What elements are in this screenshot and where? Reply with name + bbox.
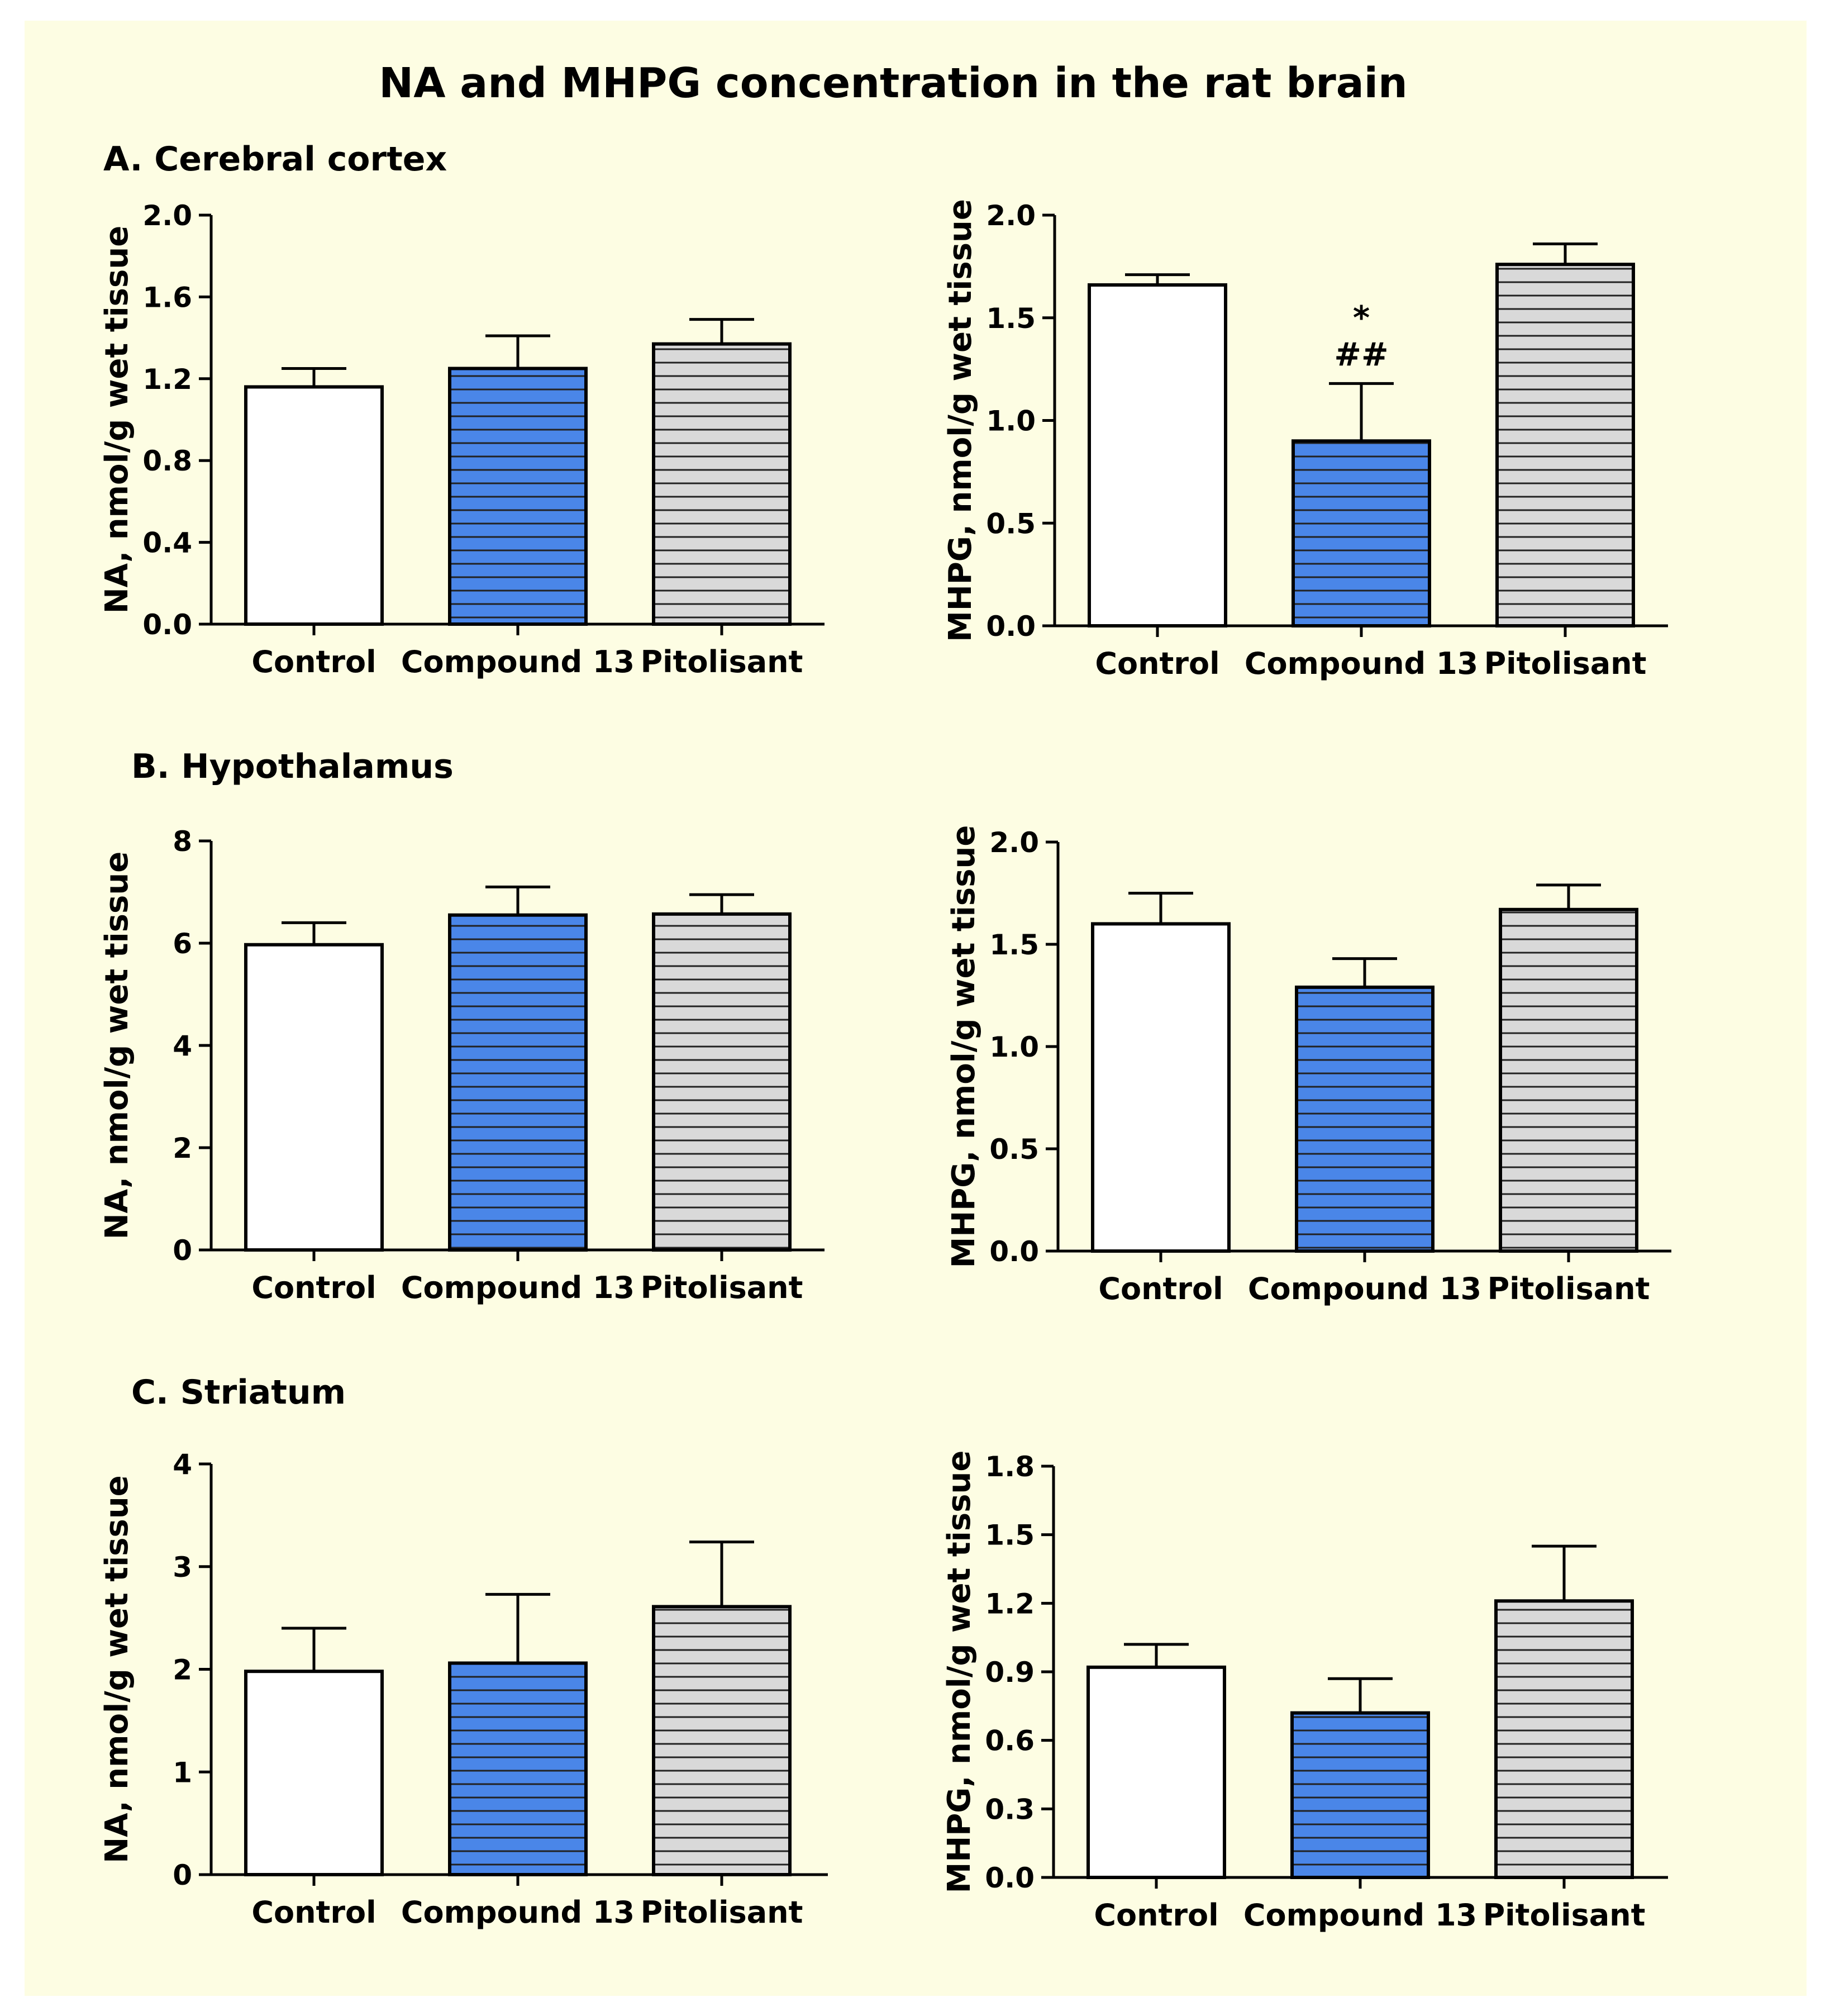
bar-stripes xyxy=(1497,264,1633,626)
bar-stripes xyxy=(654,1606,790,1875)
y-tick-label: 0.5 xyxy=(989,1133,1039,1166)
y-tick-label: 4 xyxy=(173,1448,192,1481)
y-tick-label: 2 xyxy=(173,1132,192,1164)
y-tick-label: 1.0 xyxy=(989,1031,1039,1063)
y-tick-label: 0 xyxy=(173,1859,192,1891)
y-tick-label: 0.6 xyxy=(985,1725,1035,1757)
bar-1 xyxy=(1089,284,1226,626)
bar-stripes xyxy=(654,914,790,1250)
y-tick-label: 2 xyxy=(173,1654,192,1686)
x-tick-label: Control xyxy=(251,1895,376,1930)
bar-1 xyxy=(246,944,382,1250)
y-axis-title: NA, nmol/g wet tissue xyxy=(99,852,135,1239)
x-tick-label: Control xyxy=(251,644,376,679)
significance-marker: * xyxy=(1353,298,1370,336)
x-tick-label: Compound 13 xyxy=(401,1270,635,1305)
y-tick-label: 6 xyxy=(173,928,192,960)
y-tick-label: 0.0 xyxy=(142,608,192,641)
y-tick-label: 3 xyxy=(173,1551,192,1584)
y-tick-label: 0.0 xyxy=(986,610,1036,643)
y-tick-label: 0.0 xyxy=(989,1235,1039,1268)
figure-svg: NA and MHPG concentration in the rat bra… xyxy=(99,59,1671,1933)
chart-3: 0 2 4 6 8 NA, nmol/g wet tissue Control Compoun… xyxy=(99,825,825,1305)
bar-stripes xyxy=(450,915,586,1250)
x-tick-label: Compound 13 xyxy=(1248,1271,1481,1306)
y-tick-label: 2.0 xyxy=(142,199,192,232)
x-tick-label: Control xyxy=(1098,1271,1223,1306)
y-axis-title: NA, nmol/g wet tissue xyxy=(99,226,135,614)
y-tick-label: 1.5 xyxy=(989,929,1039,961)
y-tick-label: 0.9 xyxy=(985,1656,1035,1689)
x-tick-label: Pitolisant xyxy=(1488,1271,1650,1306)
y-tick-label: 4 xyxy=(173,1030,192,1062)
bar-1 xyxy=(1093,924,1229,1251)
x-tick-label: Pitolisant xyxy=(641,1270,803,1305)
y-tick-label: 0.0 xyxy=(985,1862,1035,1894)
bar-stripes xyxy=(1496,1601,1632,1877)
charts-group: 0.00.40.81.21.62.0NA, nmol/g wet tissueC… xyxy=(99,199,1671,1933)
chart-1: 0.0 0.4 0.8 1.2 1.6 2.0NA, nmol/g wet tissue C… xyxy=(99,199,825,679)
y-tick-label: 1.0 xyxy=(986,405,1036,438)
bar-1 xyxy=(246,387,382,624)
section-label-b: B. Hypothalamus xyxy=(131,747,454,786)
significance-marker: ## xyxy=(1334,335,1388,373)
x-tick-label: Pitolisant xyxy=(641,644,803,679)
x-tick-label: Control xyxy=(1094,1898,1218,1933)
section-label-a: A. Cerebral cortex xyxy=(103,140,447,179)
x-tick-label: Control xyxy=(251,1270,376,1305)
bar-stripes xyxy=(450,1663,586,1875)
x-tick-label: Compound 13 xyxy=(401,644,635,679)
bar-stripes xyxy=(450,368,586,624)
y-axis-title: NA, nmol/g wet tissue xyxy=(99,1475,135,1863)
y-axis-title: MHPG, nmol/g wet tissue xyxy=(941,1451,978,1894)
chart-5: 0 1 2 3 4 NA, nmol/g wet tissue Control Compoun… xyxy=(99,1448,828,1930)
y-tick-label: 0.4 xyxy=(142,527,192,559)
y-tick-label: 2.0 xyxy=(989,826,1039,859)
y-tick-label: 0.3 xyxy=(985,1793,1035,1825)
bar-stripes xyxy=(1293,441,1429,626)
x-tick-label: Compound 13 xyxy=(1243,1898,1477,1933)
y-tick-label: 1 xyxy=(173,1756,192,1789)
x-tick-label: Pitolisant xyxy=(1484,646,1647,681)
bar-1 xyxy=(1088,1667,1224,1877)
bar-1 xyxy=(246,1671,382,1875)
bar-stripes xyxy=(1500,909,1637,1251)
x-tick-label: Compound 13 xyxy=(1245,646,1478,681)
y-axis-title: MHPG, nmol/g wet tissue xyxy=(942,199,979,642)
y-tick-label: 1.2 xyxy=(985,1587,1035,1620)
y-tick-label: 1.5 xyxy=(985,1519,1035,1552)
y-tick-label: 1.2 xyxy=(142,363,192,396)
x-tick-label: Compound 13 xyxy=(401,1895,635,1930)
x-tick-label: Pitolisant xyxy=(641,1895,803,1930)
figure-panel: NA and MHPG concentration in the rat bra… xyxy=(25,21,1807,1996)
y-tick-label: 0.8 xyxy=(142,445,192,477)
figure-title: NA and MHPG concentration in the rat bra… xyxy=(379,59,1407,107)
y-axis-title: MHPG, nmol/g wet tissue xyxy=(946,825,982,1268)
y-tick-label: 1.8 xyxy=(985,1451,1035,1483)
section-label-c: C. Striatum xyxy=(131,1373,346,1412)
bar-stripes xyxy=(1292,1713,1428,1877)
y-tick-label: 2.0 xyxy=(986,199,1036,232)
y-tick-label: 1.6 xyxy=(142,281,192,313)
bar-stripes xyxy=(1297,987,1433,1251)
y-tick-label: 0 xyxy=(173,1234,192,1267)
x-tick-label: Control xyxy=(1095,646,1219,681)
y-tick-label: 0.5 xyxy=(986,507,1036,540)
bar-stripes xyxy=(654,344,790,624)
y-tick-label: 1.5 xyxy=(986,302,1036,335)
y-tick-label: 8 xyxy=(173,825,192,858)
x-tick-label: Pitolisant xyxy=(1483,1898,1646,1933)
